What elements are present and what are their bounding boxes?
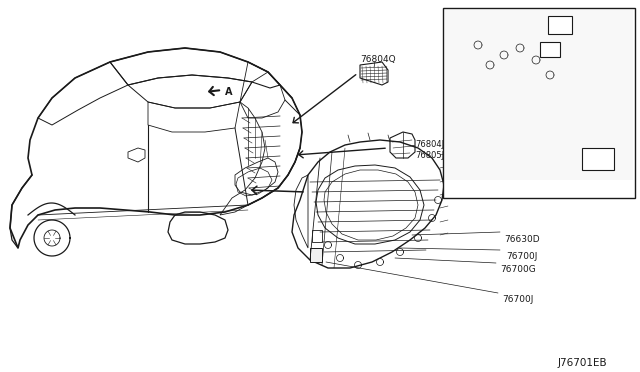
- Polygon shape: [560, 38, 563, 57]
- Text: J76701EB: J76701EB: [558, 358, 607, 368]
- Text: A: A: [225, 87, 232, 97]
- Text: 76630D: 76630D: [504, 235, 540, 244]
- Polygon shape: [548, 11, 576, 16]
- Bar: [540, 42, 560, 57]
- Polygon shape: [310, 248, 322, 262]
- Text: FRONT: FRONT: [494, 165, 525, 174]
- Text: 76804Q: 76804Q: [360, 55, 396, 64]
- Text: 76630DA: 76630DA: [588, 155, 623, 164]
- Text: VIEW A: VIEW A: [520, 180, 559, 190]
- Bar: [445, 10, 633, 180]
- Text: 76700J: 76700J: [502, 295, 533, 304]
- Text: 76630DC: 76630DC: [470, 22, 507, 31]
- Text: 76630DB: 76630DB: [464, 44, 500, 53]
- Polygon shape: [540, 38, 563, 42]
- Text: 76804J(RH): 76804J(RH): [415, 140, 463, 149]
- Text: 76700G: 76700G: [500, 265, 536, 274]
- Bar: [548, 16, 572, 34]
- Text: 76700J: 76700J: [506, 252, 538, 261]
- Text: 76805J(LH): 76805J(LH): [415, 151, 461, 160]
- Polygon shape: [572, 11, 576, 34]
- Bar: [443, 8, 635, 198]
- Bar: [582, 148, 614, 170]
